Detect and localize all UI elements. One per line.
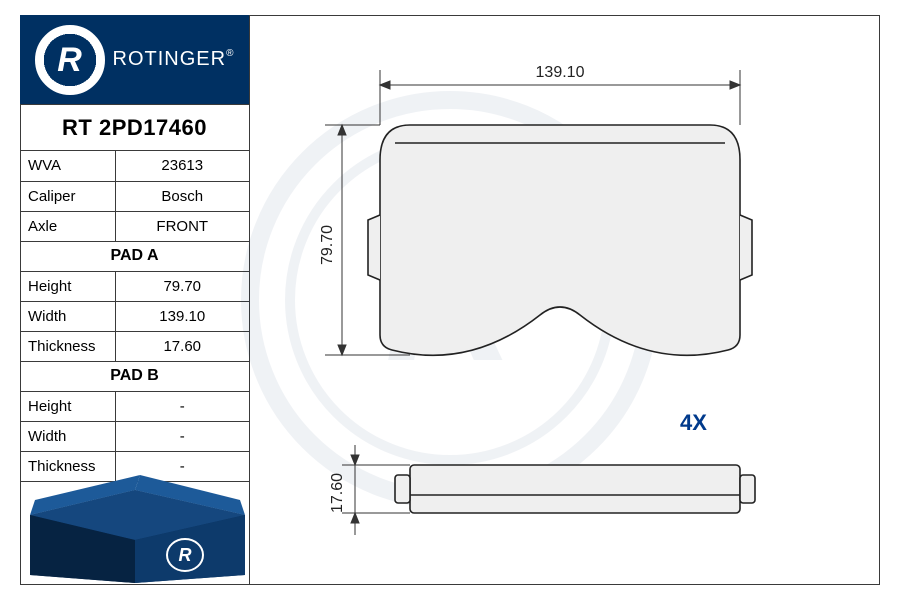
pad-b-height-label: Height — [20, 391, 115, 421]
pad-a-thickness: 17.60 — [115, 331, 249, 361]
spec-panel: R ROTINGER® RT 2PD17460 WVA23613 Caliper… — [20, 15, 250, 585]
wva-value: 23613 — [115, 151, 249, 181]
thickness-dimension: 17.60 — [329, 473, 346, 513]
brand-logo-icon: R — [35, 25, 105, 95]
axle-label: Axle — [20, 211, 115, 241]
caliper-value: Bosch — [115, 181, 249, 211]
part-number: RT 2PD17460 — [20, 105, 249, 151]
pad-a-height-label: Height — [20, 271, 115, 301]
axle-value: FRONT — [115, 211, 249, 241]
spec-table: WVA23613 CaliperBosch AxleFRONT PAD A He… — [20, 151, 249, 482]
pad-b-header: PAD B — [20, 361, 249, 391]
quantity-label: 4X — [680, 410, 707, 436]
pad-a-header: PAD A — [20, 241, 249, 271]
pad-b-width-label: Width — [20, 421, 115, 451]
pad-b-width: - — [115, 421, 249, 451]
brand-name: ROTINGER® — [113, 48, 235, 71]
pad-side-view — [395, 465, 755, 513]
brand-name-text: ROTINGER — [113, 48, 227, 70]
pad-a-height: 79.70 — [115, 271, 249, 301]
pad-a-width-label: Width — [20, 301, 115, 331]
height-dimension: 79.70 — [319, 225, 336, 265]
wva-label: WVA — [20, 151, 115, 181]
caliper-label: Caliper — [20, 181, 115, 211]
pad-front-view — [368, 125, 752, 355]
width-dimension: 139.10 — [536, 64, 585, 81]
brand-logo-area: R ROTINGER® — [20, 15, 249, 105]
product-box-icon: R — [20, 455, 250, 585]
pad-a-thickness-label: Thickness — [20, 331, 115, 361]
pad-a-width: 139.10 — [115, 301, 249, 331]
svg-text:R: R — [179, 545, 192, 565]
technical-drawing: 139.10 79.70 — [250, 15, 880, 585]
pad-b-height: - — [115, 391, 249, 421]
